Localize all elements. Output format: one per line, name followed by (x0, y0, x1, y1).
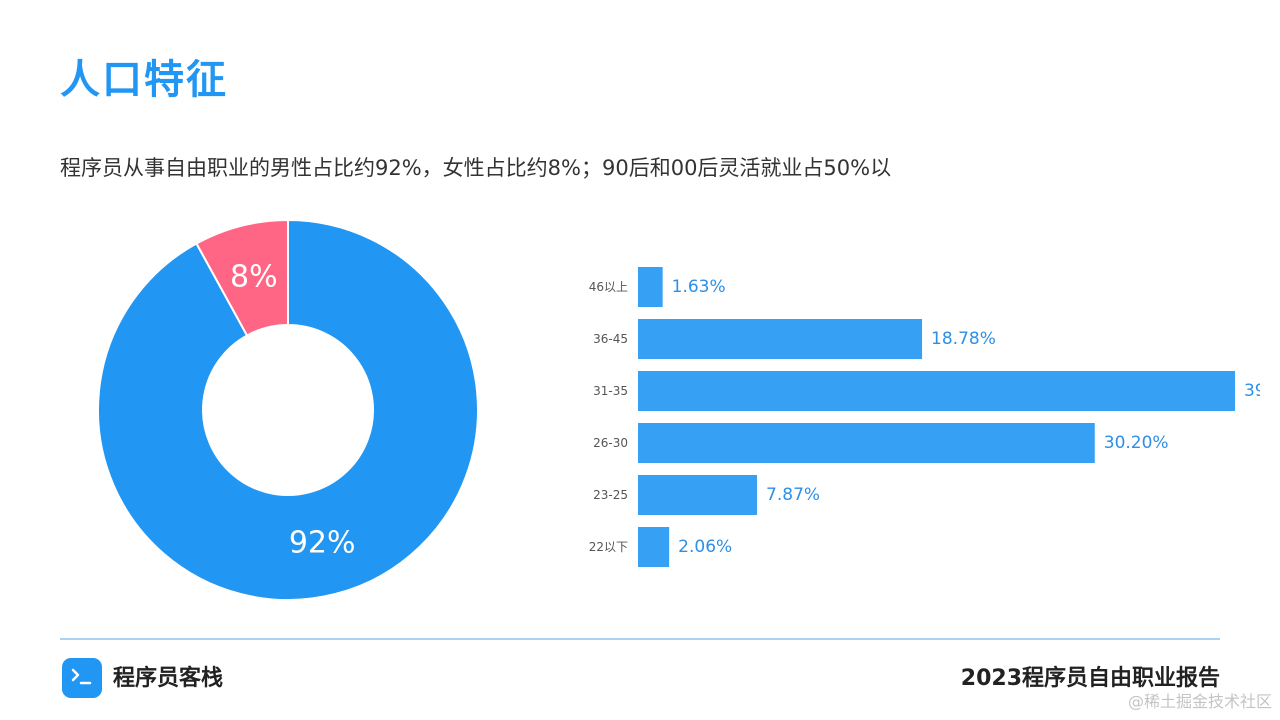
report-title: 2023程序员自由职业报告 (960, 666, 1220, 691)
tick-label: 23-25 (593, 488, 628, 502)
page-title: 人口特征 (60, 57, 228, 103)
tick-label: 26-30 (593, 436, 628, 450)
bar (638, 371, 1235, 411)
data-label: 30.20% (1104, 433, 1169, 453)
page-subtitle: 程序员从事自由职业的男性占比约92%，女性占比约8%；90后和00后灵活就业占5… (60, 156, 892, 180)
donut-slice-female (195, 218, 289, 337)
tick-label: 31-35 (593, 384, 628, 398)
brand-name: 程序员客栈 (113, 666, 224, 691)
bar (638, 319, 923, 359)
donut-slice-label: 92% (289, 526, 356, 561)
watermark: @稀土掘金技术社区 (1127, 692, 1272, 711)
terminal-icon (62, 658, 102, 698)
tick-label: 22以下 (589, 540, 628, 554)
footer-divider (60, 638, 1220, 640)
data-label: 1.63% (672, 277, 726, 297)
donut-slice-label: 8% (230, 259, 278, 294)
bar (638, 527, 670, 567)
tick-label: 46以上 (589, 280, 628, 294)
gender-donut-chart: 92% 8% (97, 218, 479, 601)
bar (638, 423, 1095, 463)
bar (638, 267, 663, 307)
bar (638, 475, 758, 515)
data-label: 2.06% (678, 537, 732, 557)
donut-slice-male (97, 218, 479, 601)
tick-label: 36-45 (593, 332, 628, 346)
age-bar-chart: 46以上 1.63% 36-45 18.78% 31-35 39.47% 26-30 30.2… (589, 267, 1260, 567)
data-label: 39.47% (1244, 381, 1260, 401)
data-label: 18.78% (931, 329, 996, 349)
data-label: 7.87% (766, 485, 820, 505)
